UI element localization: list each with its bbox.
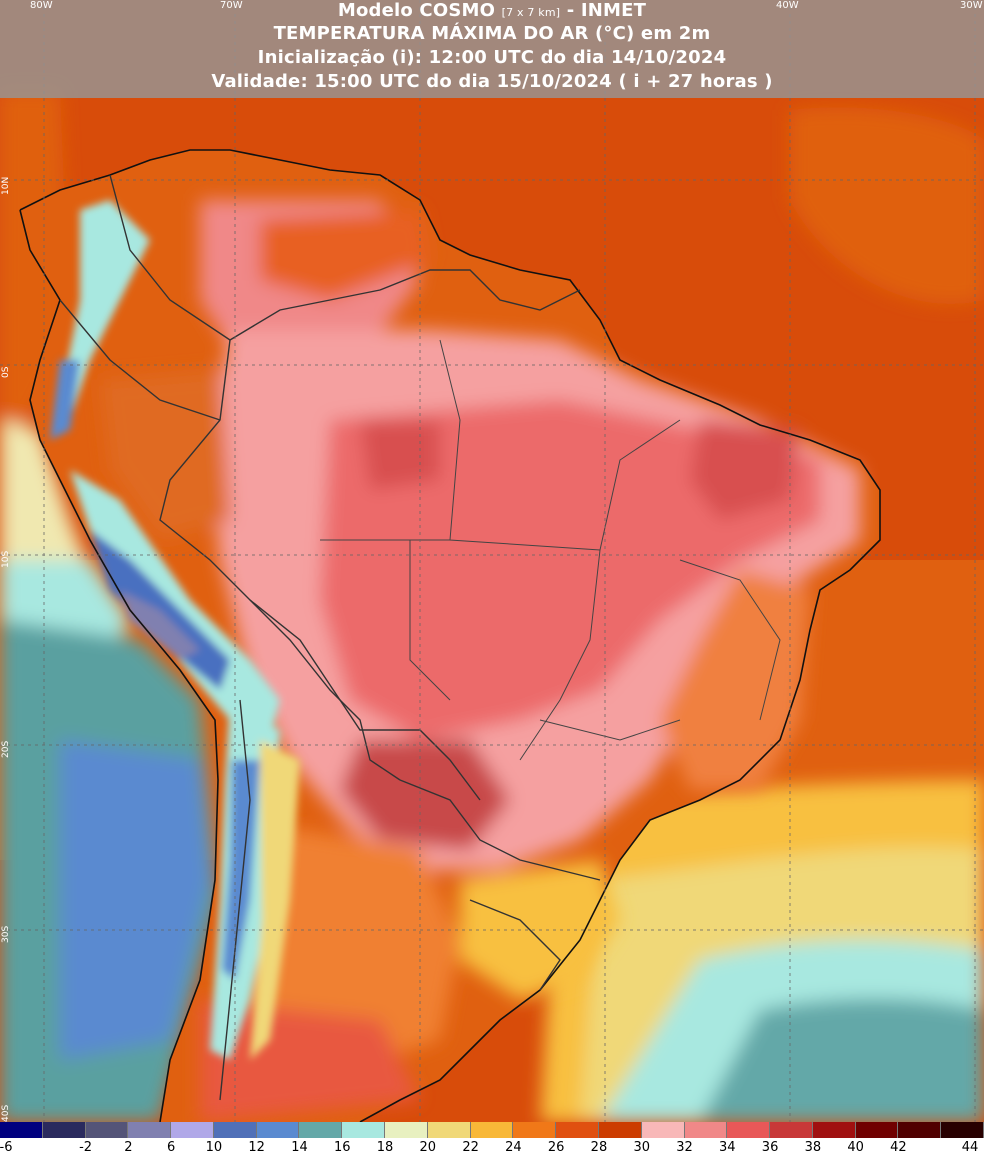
legend-swatch <box>128 1122 172 1138</box>
legend-tick-label: 40 <box>847 1140 864 1155</box>
legend-swatch <box>855 1122 899 1138</box>
andes-south-blue <box>222 760 260 980</box>
legend-tick-label: 18 <box>376 1140 394 1155</box>
andes-north-cyan <box>60 200 150 420</box>
state-line-6 <box>409 540 451 701</box>
legend-swatch <box>299 1122 343 1138</box>
legend-tick-label: 20 <box>419 1140 437 1155</box>
pacific-coastline <box>19 209 219 1122</box>
header-line-4: Validade: 15:00 UTC do dia 15/10/2024 ( … <box>211 71 773 92</box>
argentina-chile <box>219 699 251 1101</box>
state-line-4 <box>519 549 601 761</box>
map-header: Modelo COSMO [7 x 7 km] - INMET TEMPERAT… <box>0 0 984 98</box>
peru-border <box>59 299 221 421</box>
legend-swatch <box>898 1122 942 1138</box>
legend-tick-label: 6 <box>166 1140 176 1155</box>
legend-swatch <box>470 1122 514 1138</box>
legend-swatch <box>770 1122 813 1138</box>
brazil-extreme-3 <box>360 420 440 490</box>
legend-swatch <box>213 1122 257 1138</box>
lat-label-10s: 10S <box>1 550 11 568</box>
legend-swatch <box>171 1122 214 1138</box>
legend-swatch <box>727 1122 771 1138</box>
andes-north-blue <box>50 360 80 440</box>
legend-tick-label: 38 <box>804 1140 822 1155</box>
lon-label-70w: 70W <box>220 0 243 11</box>
legend-swatch <box>42 1122 86 1138</box>
state-line-5 <box>679 559 781 721</box>
legend-tick-label: 42 <box>890 1140 907 1155</box>
pacific-yellow <box>0 420 90 580</box>
lat-label-0s: 0S <box>1 366 11 378</box>
borders <box>19 149 881 1122</box>
legend-swatch <box>85 1122 129 1138</box>
state-line-7 <box>539 719 681 741</box>
legend-tick-label: 22 <box>462 1140 479 1155</box>
legend-swatch <box>556 1122 599 1138</box>
legend-tick-label: 26 <box>547 1140 565 1155</box>
legend-swatch <box>342 1122 386 1138</box>
graticule <box>0 0 984 1122</box>
lon-label-30w: 30W <box>960 0 983 11</box>
state-line-2 <box>599 419 681 551</box>
uruguay-border <box>469 899 561 991</box>
legend-tick-label: -6 <box>0 1140 13 1155</box>
brazil-border-north <box>229 269 581 341</box>
header-model: Modelo COSMO <box>337 0 496 21</box>
legend-swatch <box>941 1122 984 1138</box>
legend-tick-label: 34 <box>719 1140 736 1155</box>
brazil-border-south <box>399 779 601 881</box>
legend-tick-label: 30 <box>633 1140 651 1155</box>
header-line-2: TEMPERATURA MÁXIMA DO AR (°C) em 2m <box>273 23 711 44</box>
legend-tick-label: 32 <box>676 1140 693 1155</box>
legend-swatch <box>684 1122 728 1138</box>
coastline <box>19 149 881 1122</box>
legend-tick-label: 10 <box>205 1140 223 1155</box>
legend-tick-label: 12 <box>248 1140 265 1155</box>
header-resolution: [7 x 7 km] <box>501 6 561 19</box>
andes-central-purple <box>120 590 200 660</box>
map-canvas <box>0 0 984 1122</box>
east-coast-orange <box>660 570 810 790</box>
south-atlantic-teal <box>700 998 984 1122</box>
brazil-extreme-2 <box>690 420 800 520</box>
legend-tick-label: -2 <box>79 1140 93 1155</box>
color-legend-swatches <box>0 1122 984 1138</box>
legend-tick-label: 14 <box>291 1140 308 1155</box>
legend-swatch <box>598 1122 642 1138</box>
lat-label-30s: 30S <box>1 925 11 943</box>
andes-south-yellow <box>250 740 300 1060</box>
legend-tick-label: 36 <box>761 1140 779 1155</box>
legend-tick-label: 24 <box>505 1140 522 1155</box>
color-legend: -6 -2 2 6 10 12 14 16 18 20 22 24 26 28 30 32 34 36 38 40 42… <box>0 1122 984 1159</box>
pacific-blue <box>60 740 210 1060</box>
legend-swatch <box>513 1122 557 1138</box>
legend-tick-label: 16 <box>333 1140 351 1155</box>
header-org: - INMET <box>566 0 647 21</box>
lat-label-10n: 10N <box>1 176 11 195</box>
legend-tick-label: 28 <box>590 1140 608 1155</box>
north-coast-orange <box>260 210 430 300</box>
legend-swatch <box>812 1122 856 1138</box>
state-line-1 <box>439 339 601 551</box>
colombia-border <box>109 174 231 341</box>
lat-label-40s: 40S <box>1 1104 11 1122</box>
legend-swatch <box>385 1122 428 1138</box>
temperature-map: Modelo COSMO [7 x 7 km] - INMET TEMPERAT… <box>0 0 984 1122</box>
legend-tick-label: 2 <box>124 1140 133 1155</box>
lon-label-40w: 40W <box>776 0 799 11</box>
legend-swatch <box>256 1122 300 1138</box>
legend-swatch <box>427 1122 471 1138</box>
header-line-1: Modelo COSMO [7 x 7 km] - INMET <box>0 0 984 22</box>
bolivia-paraguay <box>249 599 481 801</box>
lat-label-20s: 20S <box>1 740 11 758</box>
atlantic-north-patch <box>790 107 984 304</box>
legend-tick-label: 44 <box>961 1140 979 1155</box>
header-line-3: Inicialização (i): 12:00 UTC do dia 14/1… <box>257 47 727 68</box>
lon-label-80w: 80W <box>30 0 53 11</box>
legend-swatch <box>641 1122 685 1138</box>
legend-swatch <box>0 1122 43 1138</box>
